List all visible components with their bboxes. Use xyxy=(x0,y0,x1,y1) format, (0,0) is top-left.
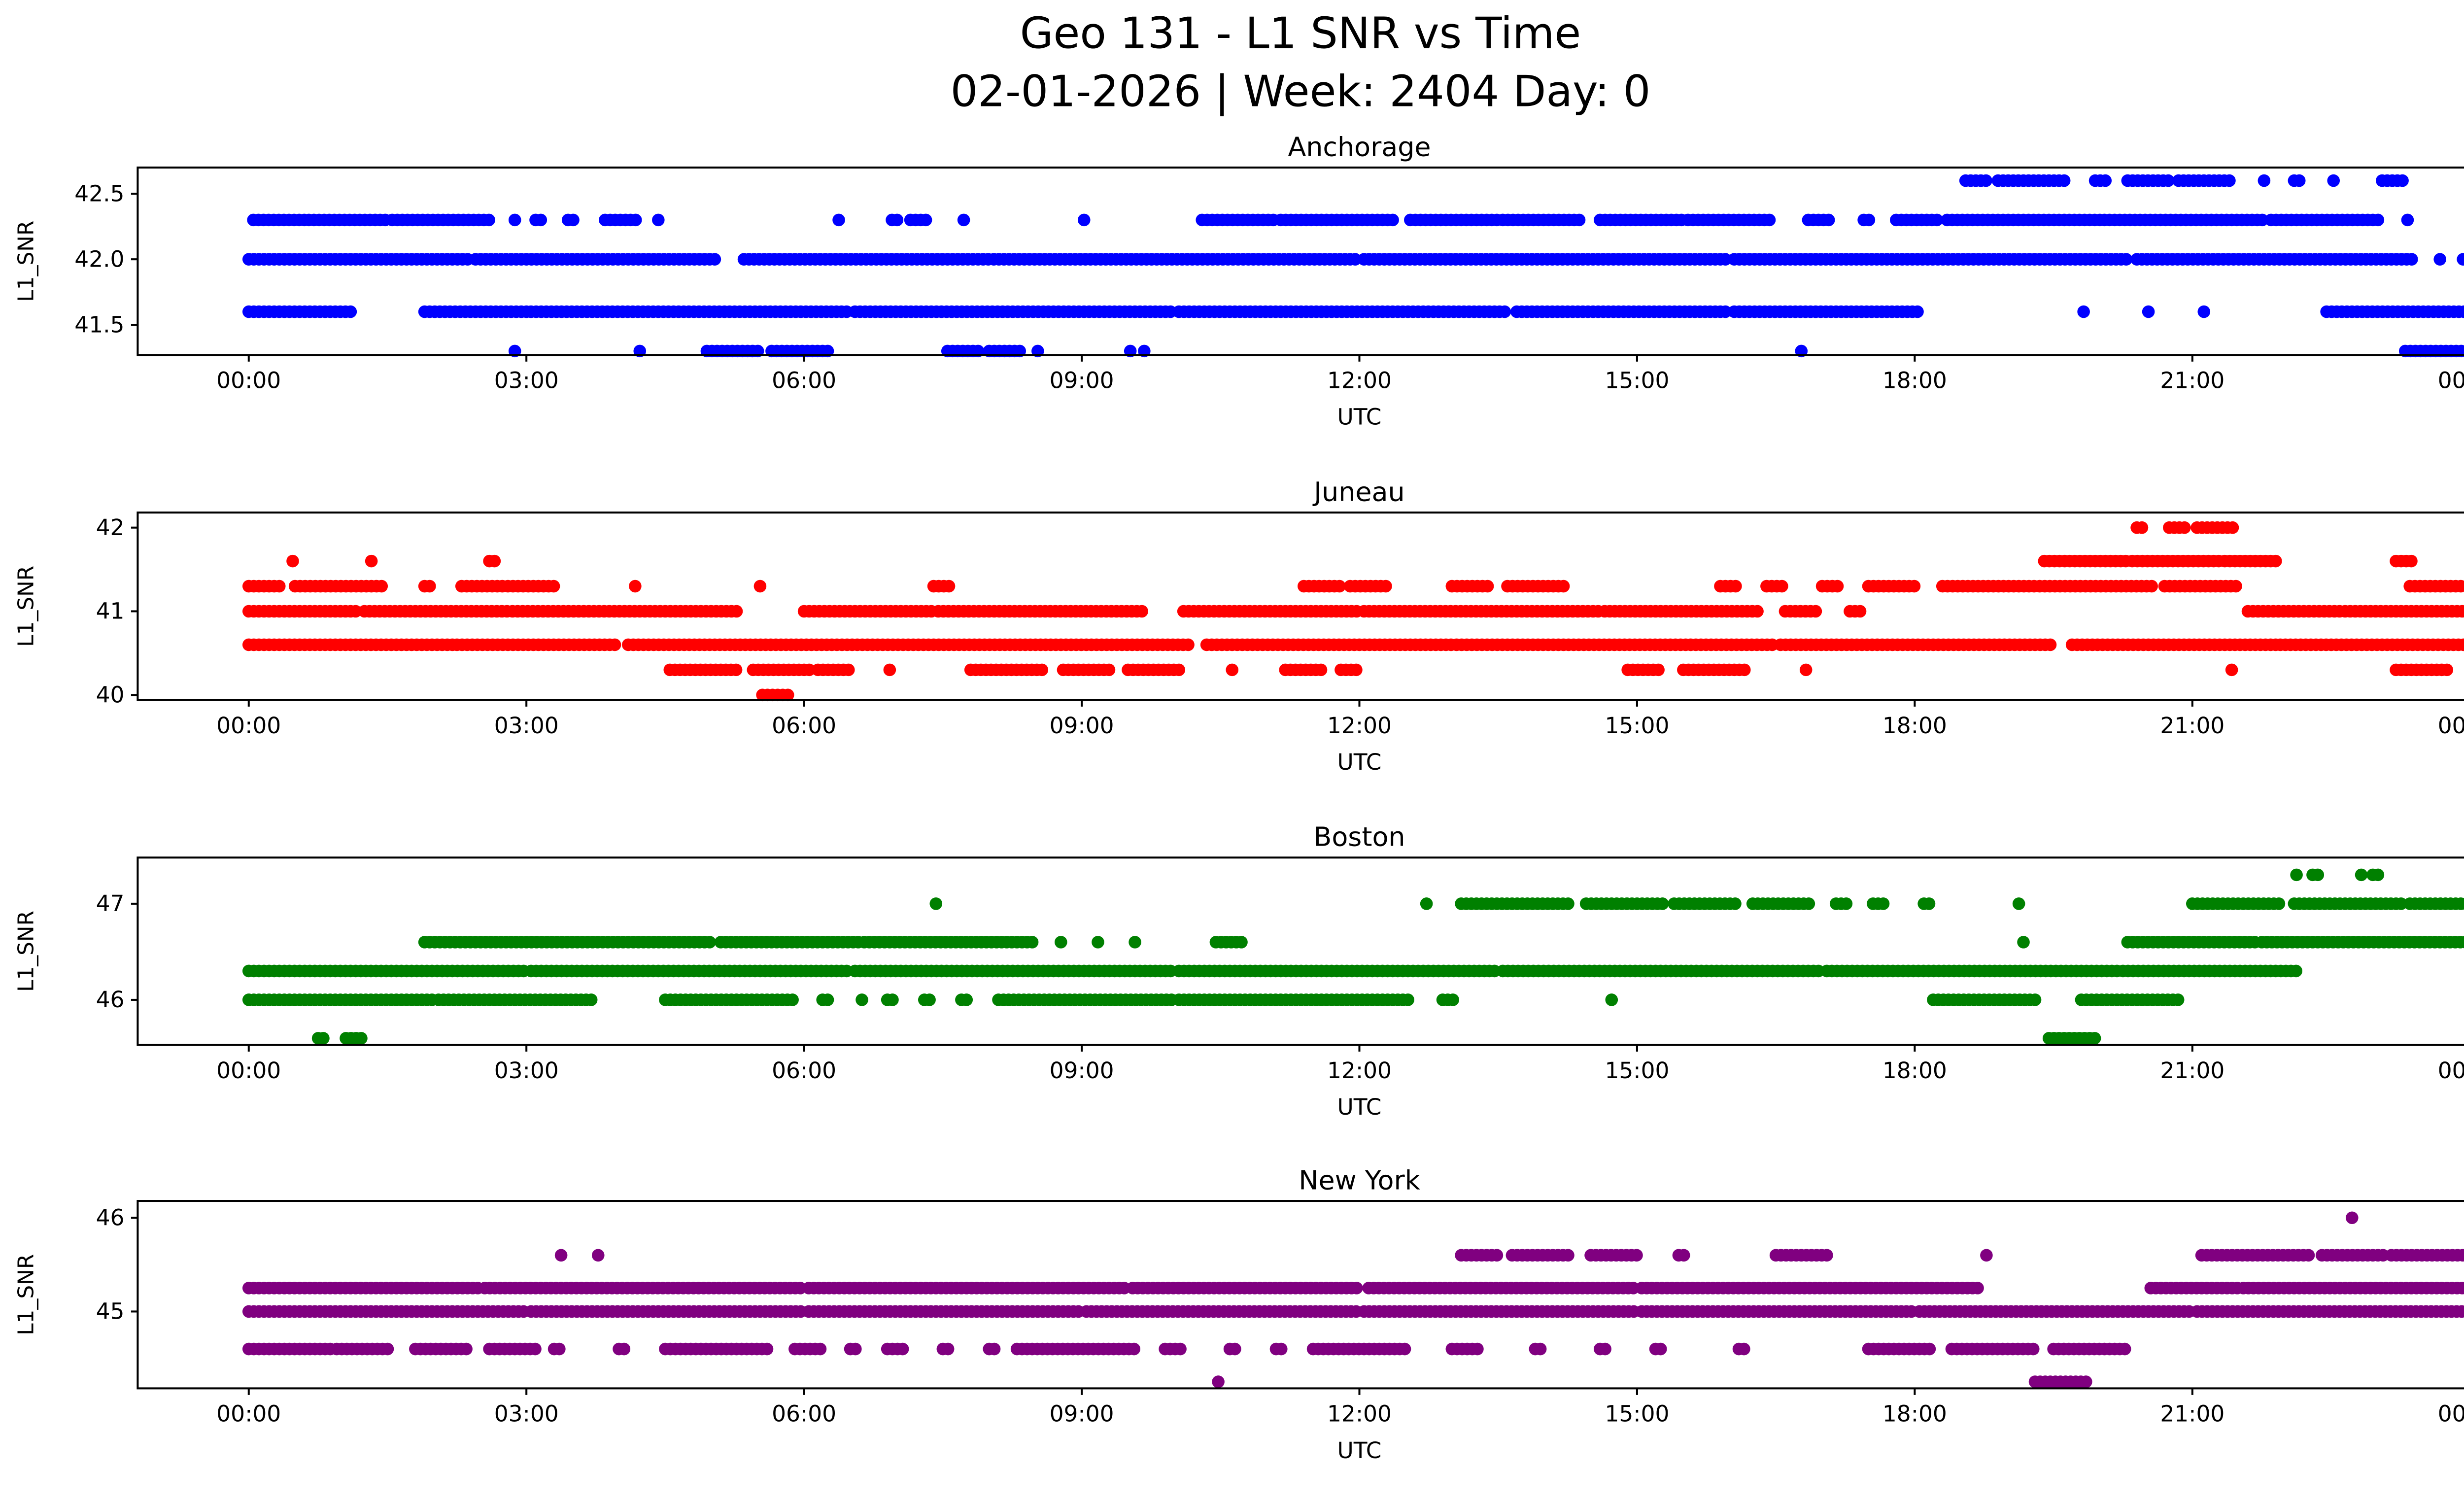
x-tick-label: 18:00 xyxy=(1882,368,1947,394)
scatter-points xyxy=(242,174,2464,358)
x-tick-label: 12:00 xyxy=(1327,368,1392,394)
y-tick-label: 41.5 xyxy=(74,311,124,338)
subplot-boston: Boston 00:00 03:00 06:00 09:00 12:00 15:00 18:0… xyxy=(13,821,2464,1120)
x-tick-label: 09:00 xyxy=(1050,368,1114,394)
x-tick-label: 18:00 xyxy=(1882,1401,1947,1427)
x-tick-label: 21:00 xyxy=(2160,713,2224,739)
y-tick-label: 45 xyxy=(96,1298,125,1325)
axes-frame xyxy=(137,1200,2464,1390)
x-tick-label: 03:00 xyxy=(494,713,559,739)
scatter-points xyxy=(242,1211,2464,1388)
subplot-title: Juneau xyxy=(1312,477,1404,508)
x-tick-label: 00:00 xyxy=(216,1401,281,1427)
x-axis-label: UTC xyxy=(1337,404,1381,430)
x-tick-label: 15:00 xyxy=(1605,368,1669,394)
y-tick-label: 42 xyxy=(96,514,125,541)
subplot-title: New York xyxy=(1299,1164,1420,1195)
x-tick-label: 18:00 xyxy=(1882,713,1947,739)
x-tick-label: 21:00 xyxy=(2160,1401,2224,1427)
x-tick-label: 03:00 xyxy=(494,368,559,394)
figure-title: Geo 131 - L1 SNR vs Time xyxy=(1020,10,1581,60)
x-tick-label: 15:00 xyxy=(1605,713,1669,739)
y-axis-label: L1_SNR xyxy=(13,221,38,302)
x-tick-label: 06:00 xyxy=(772,1401,836,1427)
x-tick-label: 15:00 xyxy=(1605,1401,1669,1427)
x-axis-label: UTC xyxy=(1337,1437,1381,1464)
x-tick-label: 21:00 xyxy=(2160,368,2224,394)
y-tick-label: 46 xyxy=(96,1204,125,1230)
x-tick-label: 00:00 xyxy=(216,713,281,739)
figure-subtitle: 02-01-2026 | Week: 2404 Day: 0 xyxy=(950,68,1651,118)
x-tick-label: 12:00 xyxy=(1327,1401,1392,1427)
x-tick-label: 15:00 xyxy=(1605,1058,1669,1084)
subplot-new-york: New York 00:00 03:00 06:00 09:00 12:00 15:00 18… xyxy=(13,1164,2464,1464)
y-tick-label: 46 xyxy=(96,987,125,1013)
x-tick-label: 09:00 xyxy=(1050,713,1114,739)
x-tick-label: 03:00 xyxy=(494,1058,559,1084)
y-tick-label: 40 xyxy=(96,682,125,708)
x-tick-label: 12:00 xyxy=(1327,713,1392,739)
y-axis-label: L1_SNR xyxy=(13,1254,38,1335)
subplot-juneau: Juneau 00:00 03:00 06:00 09:00 12:00 15:00 18:0… xyxy=(13,477,2464,775)
y-tick-label: 47 xyxy=(96,890,125,917)
x-tick-label: 00:00 xyxy=(2438,1058,2464,1084)
axes-frame xyxy=(137,856,2464,1046)
subplot-title: Anchorage xyxy=(1288,131,1431,162)
x-tick-label: 00:00 xyxy=(2438,713,2464,739)
scatter-points xyxy=(242,868,2464,1045)
y-tick-label: 42.0 xyxy=(74,246,124,272)
x-tick-label: 00:00 xyxy=(216,368,281,394)
x-tick-label: 06:00 xyxy=(772,1058,836,1084)
x-tick-label: 09:00 xyxy=(1050,1401,1114,1427)
x-axis-label: UTC xyxy=(1337,749,1381,775)
scatter-points xyxy=(242,521,2464,702)
y-axis-label: L1_SNR xyxy=(13,566,38,647)
y-tick-label: 42.5 xyxy=(74,180,124,206)
subplot-anchorage: Anchorage 00:00 03:00 06:00 09:00 12:00 15:00 1… xyxy=(13,131,2464,430)
x-tick-label: 21:00 xyxy=(2160,1058,2224,1084)
x-tick-label: 06:00 xyxy=(772,368,836,394)
x-tick-label: 18:00 xyxy=(1882,1058,1947,1084)
x-tick-label: 00:00 xyxy=(2438,1401,2464,1427)
x-axis-label: UTC xyxy=(1337,1094,1381,1120)
x-tick-label: 03:00 xyxy=(494,1401,559,1427)
subplot-title: Boston xyxy=(1313,821,1405,853)
x-tick-label: 00:00 xyxy=(2438,368,2464,394)
y-axis-label: L1_SNR xyxy=(13,911,38,992)
x-tick-label: 12:00 xyxy=(1327,1058,1392,1084)
x-tick-label: 06:00 xyxy=(772,713,836,739)
y-tick-label: 41 xyxy=(96,598,125,624)
x-tick-label: 00:00 xyxy=(216,1058,281,1084)
x-tick-label: 09:00 xyxy=(1050,1058,1114,1084)
